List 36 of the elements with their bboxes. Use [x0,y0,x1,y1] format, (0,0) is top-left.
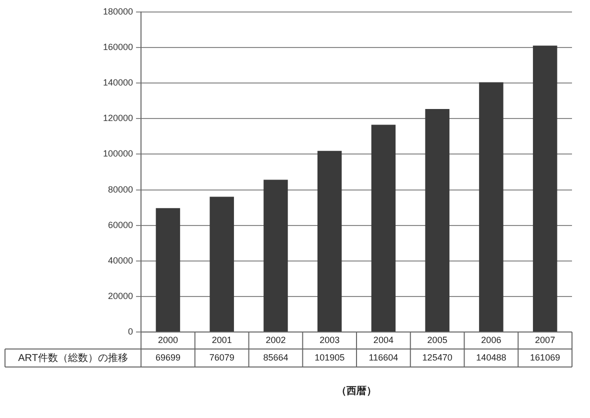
bar [317,150,342,332]
data-label: 101905 [314,352,345,362]
bar [210,196,234,332]
y-tick-label: 140000 [102,78,134,88]
data-label: 116604 [368,352,398,362]
x-axis-title: （西暦） [336,384,377,397]
y-tick-label: 120000 [102,113,134,124]
x-tick-label: 2005 [427,334,448,345]
data-label: 76079 [209,352,234,362]
bar [156,208,180,332]
y-tick-label: 60000 [108,220,134,230]
text: ART件数（総数）の推移 [18,352,128,364]
bar [479,82,504,332]
data-label: 140488 [476,352,506,362]
x-tick-label: 2000 [158,334,178,345]
bar [264,180,288,332]
x-tick-label: 2004 [373,334,394,345]
y-tick-label: 180000 [102,6,134,16]
y-tick-label: 40000 [108,255,134,266]
y-tick-label: 160000 [102,42,134,52]
x-tick-label: 2001 [212,334,232,345]
y-tick-label: 20000 [108,290,134,301]
y-tick-label: 100000 [102,148,134,159]
data-label: 125470 [422,352,452,362]
data-label: 161069 [530,352,560,362]
bar [425,108,450,332]
data-label: 69699 [155,352,180,362]
x-tick-label: 2007 [535,334,556,345]
data-label: 85664 [263,352,288,362]
x-tick-label: 2006 [481,334,502,345]
bar [532,46,558,332]
x-tick-label: 2002 [266,334,286,345]
y-tick-label: 80000 [108,184,134,194]
x-tick-label: 2003 [320,334,340,345]
bar [371,124,396,332]
y-tick-label: 0 [128,326,134,336]
